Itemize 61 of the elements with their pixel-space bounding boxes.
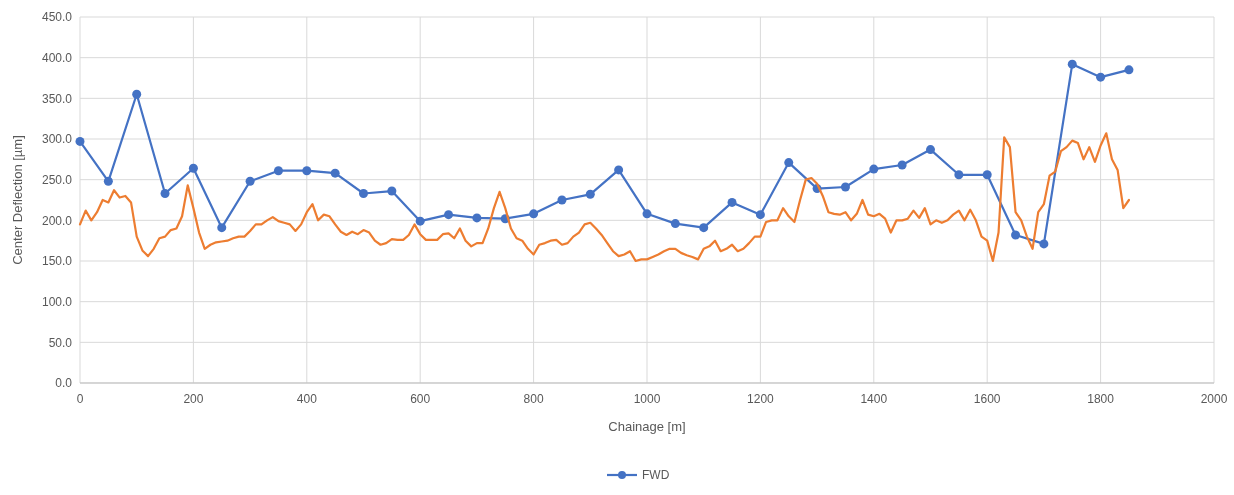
point [217, 223, 227, 233]
point [188, 163, 198, 173]
x-tick-label: 600 [410, 392, 431, 406]
point [1011, 230, 1021, 240]
y-tick-label: 400.0 [41, 50, 73, 65]
point [75, 136, 85, 146]
point [529, 209, 539, 219]
point [869, 164, 879, 174]
x-tick-label: 0 [76, 392, 84, 406]
y-tick-label: 300.0 [41, 132, 73, 147]
x-tick-label: 1000 [633, 392, 661, 406]
y-axis-title: Center Deflection [µm] [10, 135, 25, 265]
y-tick-label: 250.0 [41, 172, 73, 187]
y-tick-label: 450.0 [41, 10, 73, 25]
point [670, 219, 680, 229]
y-tick-label: 200.0 [41, 213, 73, 228]
point [132, 89, 142, 99]
point [1039, 239, 1049, 249]
point [103, 176, 113, 186]
point [557, 195, 567, 205]
point [614, 165, 624, 175]
point [897, 160, 907, 170]
x-tick-label: 800 [523, 392, 544, 406]
point [982, 170, 992, 180]
x-tick-label: 1200 [747, 392, 775, 406]
point [387, 186, 397, 196]
y-tick-label: 50.0 [48, 335, 73, 350]
point [727, 197, 737, 207]
point [472, 213, 482, 223]
x-axis-title: Chainage [m] [608, 419, 686, 434]
point [755, 210, 765, 220]
point [245, 176, 255, 186]
legend-label: FWD [642, 468, 670, 483]
x-tick-label: 200 [183, 392, 204, 406]
point [926, 145, 935, 155]
point [359, 188, 368, 198]
point [160, 188, 170, 198]
point [642, 209, 652, 219]
x-tick-label: 1800 [1087, 392, 1115, 406]
x-tick-label: 2000 [1200, 392, 1228, 406]
y-tick-label: 350.0 [41, 91, 73, 106]
point [444, 210, 454, 220]
point [585, 189, 595, 199]
y-tick-label: 100.0 [41, 294, 73, 309]
point [302, 166, 312, 176]
point [1067, 59, 1077, 69]
point [1096, 72, 1106, 82]
point [954, 170, 964, 180]
point [415, 216, 425, 226]
x-tick-label: 400 [296, 392, 318, 406]
point [840, 182, 850, 192]
point [699, 223, 709, 233]
y-tick-label: 150.0 [41, 254, 73, 269]
point [273, 166, 283, 176]
point [784, 158, 794, 168]
line-series [78, 132, 1131, 263]
x-tick-label: 1600 [973, 392, 1001, 406]
x-tick-label: 1400 [860, 392, 888, 406]
y-tick-label: 0.0 [55, 376, 73, 391]
point [330, 168, 340, 178]
point [1124, 65, 1134, 75]
